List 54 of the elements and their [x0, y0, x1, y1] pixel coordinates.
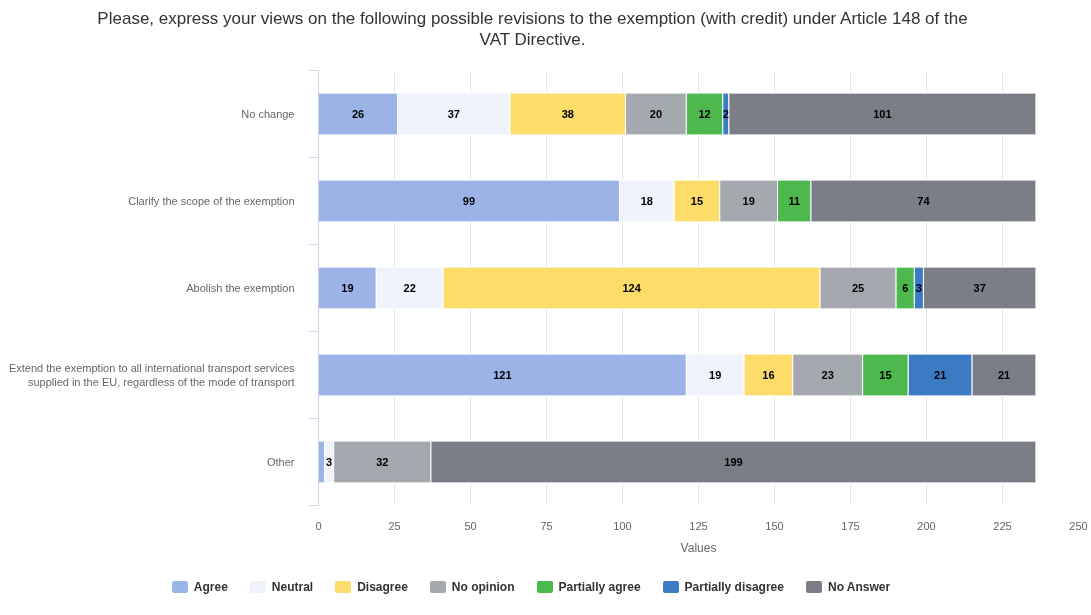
y-tick-label: No change	[241, 108, 295, 120]
legend-label: Partially agree	[558, 579, 641, 596]
data-label: 38	[561, 108, 574, 120]
x-tick-label: 225	[993, 519, 1012, 532]
data-label: 26	[351, 108, 365, 120]
legend-label: No opinion	[451, 579, 515, 596]
data-label: 19	[341, 282, 354, 294]
y-tick-label: Clarify the scope of the exemption	[128, 195, 295, 207]
data-label: 23	[821, 369, 834, 381]
data-label: 101	[873, 108, 892, 120]
legend-label: Agree	[193, 579, 228, 596]
x-tick-label: 50	[464, 519, 477, 532]
data-label: 16	[762, 369, 775, 381]
data-label: 6	[902, 282, 909, 294]
x-tick-label: 150	[765, 519, 784, 532]
x-tick-label: 175	[841, 519, 860, 532]
y-tick-label: Abolish the exemption	[186, 282, 295, 294]
data-label: 22	[403, 282, 416, 294]
data-label: 11	[788, 195, 801, 207]
x-tick-label: 25	[388, 519, 401, 532]
data-label: 3	[326, 456, 333, 468]
legend-label: Disagree	[357, 579, 408, 596]
x-tick-label: 100	[613, 519, 632, 532]
legend-label: Partially disagree	[684, 579, 784, 596]
y-tick-label: Extend the exemption to all international transport services supplied in the EU, regardless of the mode of transport	[8, 361, 295, 389]
legend-label: Neutral	[271, 579, 314, 596]
data-label: 32	[376, 456, 389, 468]
data-label: 15	[879, 369, 892, 381]
x-tick-label: 125	[689, 519, 708, 532]
data-label: 12	[698, 108, 711, 120]
data-label: 18	[640, 195, 653, 207]
x-tick-label: 200	[917, 519, 936, 532]
y-tick-label: Other	[266, 456, 295, 468]
data-label: 121	[493, 369, 512, 381]
legend-label: No Answer	[827, 579, 891, 596]
data-label: 20	[649, 108, 663, 120]
data-label: 21	[934, 369, 947, 381]
chart-title: Please, express your views on the following possible revisions to the exemption (with credit) under Article 148 of the VAT Directive.	[96, 8, 969, 50]
data-label: 74	[917, 195, 931, 207]
data-label: 3	[915, 282, 922, 294]
data-label: 19	[709, 369, 722, 381]
data-label: 37	[973, 282, 986, 294]
data-label: 199	[724, 456, 743, 468]
data-label: 37	[447, 108, 460, 120]
data-label: 15	[690, 195, 704, 207]
data-label: 124	[622, 282, 642, 294]
x-tick-label: 0	[315, 519, 322, 532]
data-label: 19	[742, 195, 755, 207]
data-label: 25	[851, 282, 865, 294]
data-label: 21	[997, 369, 1011, 381]
x-axis-title: Values	[680, 540, 717, 555]
data-label: 99	[462, 195, 476, 207]
x-tick-label: 75	[540, 519, 553, 532]
x-tick-label: 250	[1069, 519, 1088, 532]
